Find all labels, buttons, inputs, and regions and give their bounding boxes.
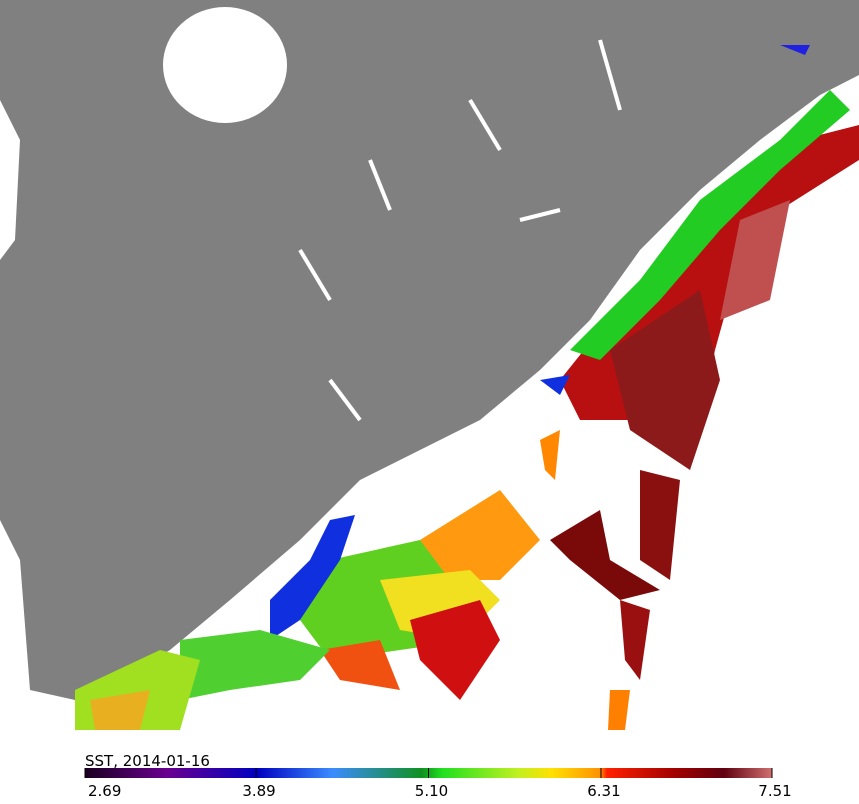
colorbar-title: SST, 2014-01-16 [85,752,210,770]
land [0,0,859,700]
sst-field [75,45,859,730]
colorbar-tick-label: 2.69 [88,782,121,800]
colorbar-tick-label: 3.89 [242,782,275,800]
colorbar-tick-label: 6.31 [587,782,620,800]
colorbar-tick-label: 7.51 [758,782,791,800]
colorbar-tick-label: 5.10 [415,782,448,800]
